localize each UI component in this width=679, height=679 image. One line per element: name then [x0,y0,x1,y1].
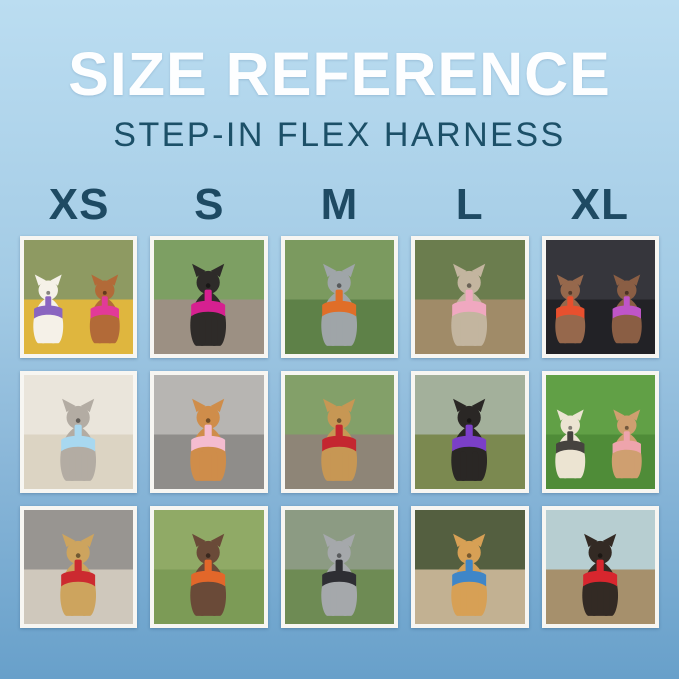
dog-photo [545,510,655,624]
dog-silhouette [89,274,120,344]
photo-grid [0,236,679,628]
size-label-xs: XS [48,180,110,229]
harness-band [90,305,119,319]
dog-illustration [190,263,227,346]
dog-illustration [451,533,488,616]
dog-illustration [33,274,120,344]
dog-photo-tile [20,506,138,628]
dog-illustration [321,533,357,616]
harness-band [582,570,617,587]
size-label-m: M [320,180,359,229]
dog-silhouette [451,398,488,481]
size-label-xl: XL [570,180,629,229]
dog-photo-tile [411,506,529,628]
dog-photo [415,375,525,489]
dog-silhouette [33,274,64,344]
dog-illustration [451,263,488,346]
dog-illustration [321,263,357,346]
dog-illustration [190,533,227,616]
dog-illustration [60,533,97,616]
dog-silhouette [611,409,642,479]
dog-photo [284,510,395,624]
dog-silhouette [190,398,227,481]
dog-silhouette [611,274,642,344]
dog-silhouette [554,409,585,479]
dog-silhouette [60,398,97,481]
harness-band [61,435,96,452]
dog-photo [545,240,655,354]
dog-photo [154,240,264,354]
harness-band [612,440,641,454]
dog-photo-tile [280,236,399,358]
dog-silhouette [554,274,585,344]
dog-silhouette [60,533,97,616]
page-title: SIZE REFERENCE [68,40,611,108]
dog-photo [545,375,655,489]
dog-silhouette [190,533,227,616]
harness-band [34,305,63,319]
dog-photo-tile [150,236,268,358]
dog-silhouette [581,533,618,616]
dog-photo-tile [411,236,529,358]
dog-photo-tile [541,506,659,628]
dog-photo-tile [150,371,268,493]
dog-silhouette [451,263,488,346]
dog-illustration [190,398,227,481]
dog-photo-tile [541,236,659,358]
dog-silhouette [321,263,357,346]
dog-photo [284,375,395,489]
dog-silhouette [321,398,357,481]
dog-illustration [581,533,618,616]
page-subtitle: STEP-IN FLEX HARNESS [113,116,566,154]
harness-band [191,300,226,317]
dog-photo-tile [411,371,529,493]
harness-band [452,300,487,317]
harness-band [555,440,585,454]
harness-band [612,305,641,319]
dog-photo [24,375,134,489]
dog-photo-tile [280,506,399,628]
size-label-s: S [194,180,225,229]
dog-photo-tile [541,371,659,493]
dog-silhouette [451,533,488,616]
dog-illustration [554,274,642,344]
dog-photo-tile [20,236,138,358]
size-labels-row: XS S M L XL [0,183,679,227]
harness-band [321,435,356,452]
dog-photo-tile [280,371,399,493]
harness-band [191,570,226,587]
dog-photo [284,240,395,354]
dog-illustration [554,409,642,479]
dog-silhouette [321,533,357,616]
harness-band [452,435,487,452]
size-label-l: L [455,180,484,229]
dog-photo [24,240,134,354]
harness-band [191,435,226,452]
dog-photo [415,510,525,624]
harness-band [321,300,356,317]
dog-photo [154,510,264,624]
harness-band [452,570,487,587]
dog-photo-tile [20,371,138,493]
dog-photo [24,510,134,624]
dog-illustration [321,398,357,481]
dog-photo [415,240,525,354]
dog-silhouette [190,263,227,346]
dog-photo [154,375,264,489]
dog-photo-tile [150,506,268,628]
harness-band [321,570,356,587]
dog-illustration [451,398,488,481]
harness-band [61,570,96,587]
harness-band [555,305,585,319]
dog-illustration [60,398,97,481]
